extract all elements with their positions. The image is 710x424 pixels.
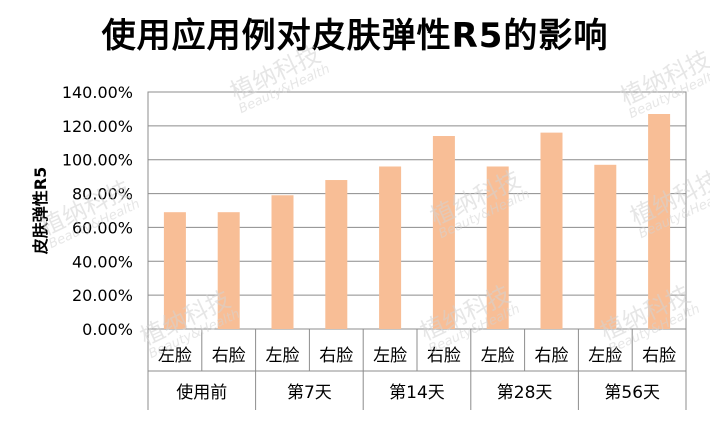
y-tick-label: 60.00%	[72, 218, 133, 237]
x-group-label: 第7天	[287, 383, 332, 403]
chart-title: 使用应用例对皮肤弹性R5的影响	[101, 16, 609, 56]
x-group-label: 第28天	[497, 383, 553, 403]
y-tick-label: 40.00%	[72, 252, 133, 271]
y-tick-label: 120.00%	[62, 117, 133, 136]
x-category-label: 左脸	[158, 346, 192, 366]
bar	[486, 166, 509, 329]
x-category-label: 右脸	[535, 346, 569, 366]
x-category-label: 右脸	[427, 346, 461, 366]
bar	[217, 212, 240, 329]
bar	[163, 212, 186, 329]
x-group-label: 第56天	[604, 383, 660, 403]
x-category-label: 左脸	[588, 346, 622, 366]
x-category-label: 右脸	[319, 346, 353, 366]
y-tick-label: 80.00%	[72, 185, 133, 204]
y-tick-label: 20.00%	[72, 286, 133, 305]
bar	[379, 166, 402, 329]
x-category-label: 左脸	[373, 346, 407, 366]
y-tick-label: 0.00%	[82, 320, 133, 339]
bar	[540, 132, 563, 329]
bar	[325, 180, 348, 329]
y-tick-label: 140.00%	[62, 83, 133, 102]
bar	[648, 114, 671, 329]
x-category-label: 左脸	[481, 346, 515, 366]
bar	[594, 164, 617, 329]
bar	[271, 195, 294, 329]
x-category-label: 右脸	[212, 346, 246, 366]
y-tick-label: 100.00%	[62, 151, 133, 170]
x-group-label: 第14天	[389, 383, 445, 403]
x-category-label: 左脸	[266, 346, 300, 366]
x-group-label: 使用前	[176, 382, 227, 403]
x-category-label: 右脸	[642, 346, 676, 366]
y-axis-title: 皮肤弹性R5	[31, 167, 50, 255]
bar	[432, 136, 455, 329]
